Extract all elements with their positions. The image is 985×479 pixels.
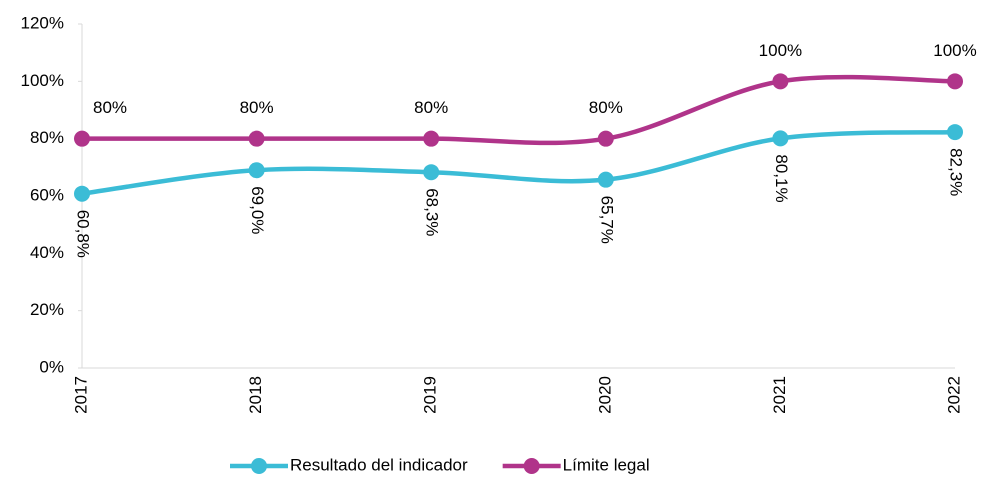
- y-tick-label: 0%: [39, 357, 64, 376]
- data-label: 80%: [589, 98, 623, 117]
- x-tick-label: 2020: [595, 376, 614, 414]
- data-point: [248, 130, 265, 147]
- data-label: 80%: [93, 98, 127, 117]
- x-tick-label: 2021: [770, 376, 789, 414]
- y-tick-label: 60%: [30, 185, 64, 204]
- data-point: [74, 185, 90, 202]
- data-point: [772, 73, 789, 90]
- x-tick-label: 2018: [246, 376, 265, 414]
- y-tick-label: 120%: [21, 13, 64, 32]
- data-point: [597, 130, 614, 147]
- data-label: 100%: [933, 41, 976, 60]
- y-tick-label: 80%: [30, 128, 64, 147]
- data-label: 60,8%: [74, 210, 93, 258]
- y-tick-label: 20%: [30, 300, 64, 319]
- data-label: 65,7%: [597, 196, 616, 244]
- data-label: 80,1%: [772, 154, 791, 202]
- data-point: [248, 162, 265, 179]
- data-point: [423, 130, 440, 147]
- data-label: 82,3%: [947, 148, 966, 196]
- data-point: [947, 73, 963, 90]
- legend-label: Límite legal: [563, 455, 650, 474]
- data-point: [772, 130, 789, 147]
- x-tick-label: 2017: [71, 376, 90, 414]
- x-tick-label: 2019: [421, 376, 440, 414]
- y-tick-label: 40%: [30, 243, 64, 262]
- legend-marker: [523, 458, 540, 474]
- series-line: [82, 74, 956, 146]
- data-point: [947, 124, 963, 141]
- data-label: 68,3%: [423, 188, 442, 236]
- y-tick-label: 100%: [21, 71, 64, 90]
- data-point: [74, 130, 90, 147]
- legend-marker: [251, 458, 267, 474]
- data-point: [423, 164, 440, 181]
- data-label: 69,0%: [248, 186, 267, 234]
- series-line: [81, 129, 956, 196]
- legend-label: Resultado del indicador: [290, 455, 468, 474]
- data-point: [597, 171, 614, 188]
- data-label: 80%: [240, 98, 274, 117]
- data-label: 80%: [414, 98, 448, 117]
- x-tick-label: 2022: [944, 376, 963, 414]
- data-label: 100%: [759, 41, 802, 60]
